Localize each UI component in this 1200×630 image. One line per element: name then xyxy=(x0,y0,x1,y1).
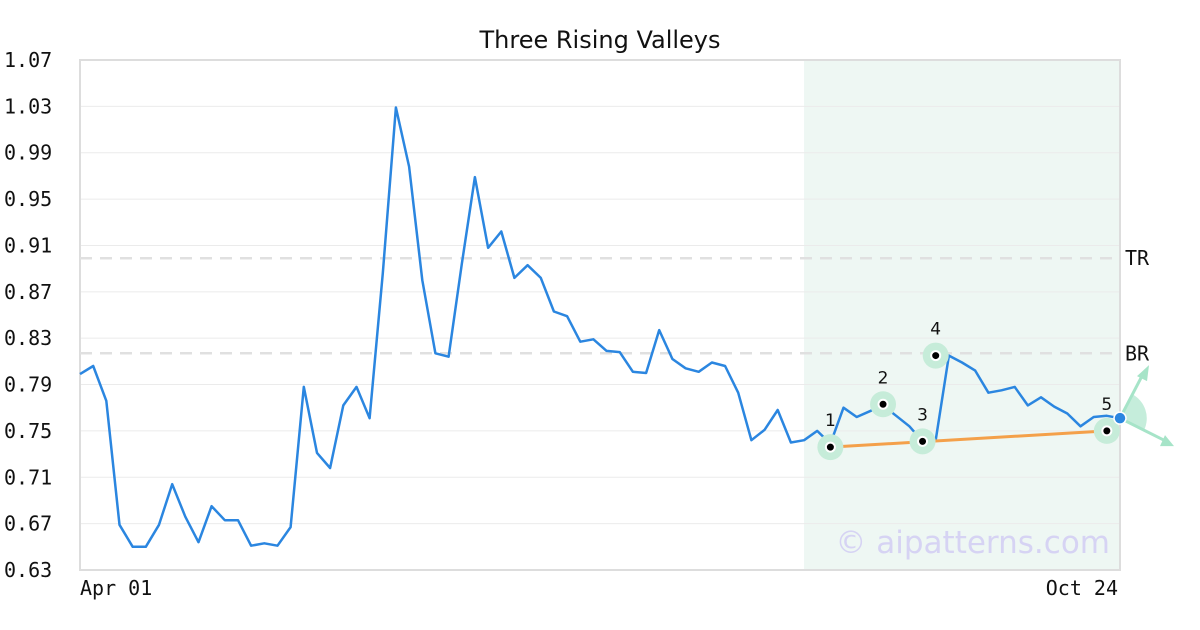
chart-title: Three Rising Valleys xyxy=(478,26,720,54)
valley-trend-line xyxy=(830,429,1107,449)
x-tick-label: Oct 24 xyxy=(1046,576,1118,600)
watermark: © aipatterns.com xyxy=(835,525,1110,561)
price-line xyxy=(79,106,1121,549)
y-tick-label: 0.63 xyxy=(4,558,52,582)
x-tick-label: Apr 01 xyxy=(80,576,152,600)
highlight-layer xyxy=(804,60,1120,570)
plot-frame xyxy=(79,59,1121,571)
pattern-point-dot xyxy=(917,435,929,447)
y-tick-label: 0.99 xyxy=(4,141,52,165)
projection-arrow-down xyxy=(1119,416,1167,443)
projection-arrowhead-up xyxy=(1137,365,1149,382)
x-axis-labels: Apr 01 Oct 24 xyxy=(80,576,1118,600)
pattern-point-label: 2 xyxy=(878,368,889,388)
pattern-layer: 1 2 3 4 5 xyxy=(817,320,1174,461)
y-tick-label: 0.71 xyxy=(4,465,52,489)
projection-arrowhead-down xyxy=(1160,435,1174,447)
y-tick-label: 0.79 xyxy=(4,373,52,397)
y-tick-label: 0.87 xyxy=(4,280,52,304)
pattern-point-dot xyxy=(930,350,942,362)
resistance-label: BR xyxy=(1125,341,1150,365)
y-tick-label: 0.91 xyxy=(4,233,52,257)
y-tick-label: 0.75 xyxy=(4,419,52,443)
y-tick-label: 1.03 xyxy=(4,94,52,118)
pattern-point-label: 5 xyxy=(1101,395,1112,415)
pattern-point-dot xyxy=(877,398,889,410)
pattern-point-label: 4 xyxy=(930,320,941,340)
y-axis-labels: 0.63 0.67 0.71 0.75 0.79 0.83 0.87 0.91 0.95 0.99… xyxy=(4,48,52,582)
pattern-point-label: 3 xyxy=(917,405,928,425)
pattern-point-dot xyxy=(824,441,836,453)
y-tick-label: 0.95 xyxy=(4,187,52,211)
y-tick-label: 0.83 xyxy=(4,326,52,350)
resistance-label: TR xyxy=(1125,246,1150,270)
pattern-point-label: 1 xyxy=(825,411,836,431)
y-tick-label: 1.07 xyxy=(4,48,52,72)
y-tick-label: 0.67 xyxy=(4,512,52,536)
series-layer xyxy=(79,106,1121,549)
projection-arrow-up xyxy=(1118,371,1146,419)
pattern-window-band xyxy=(804,60,1120,570)
pattern-point-dot xyxy=(1101,425,1113,437)
last-price-marker xyxy=(1113,411,1127,425)
